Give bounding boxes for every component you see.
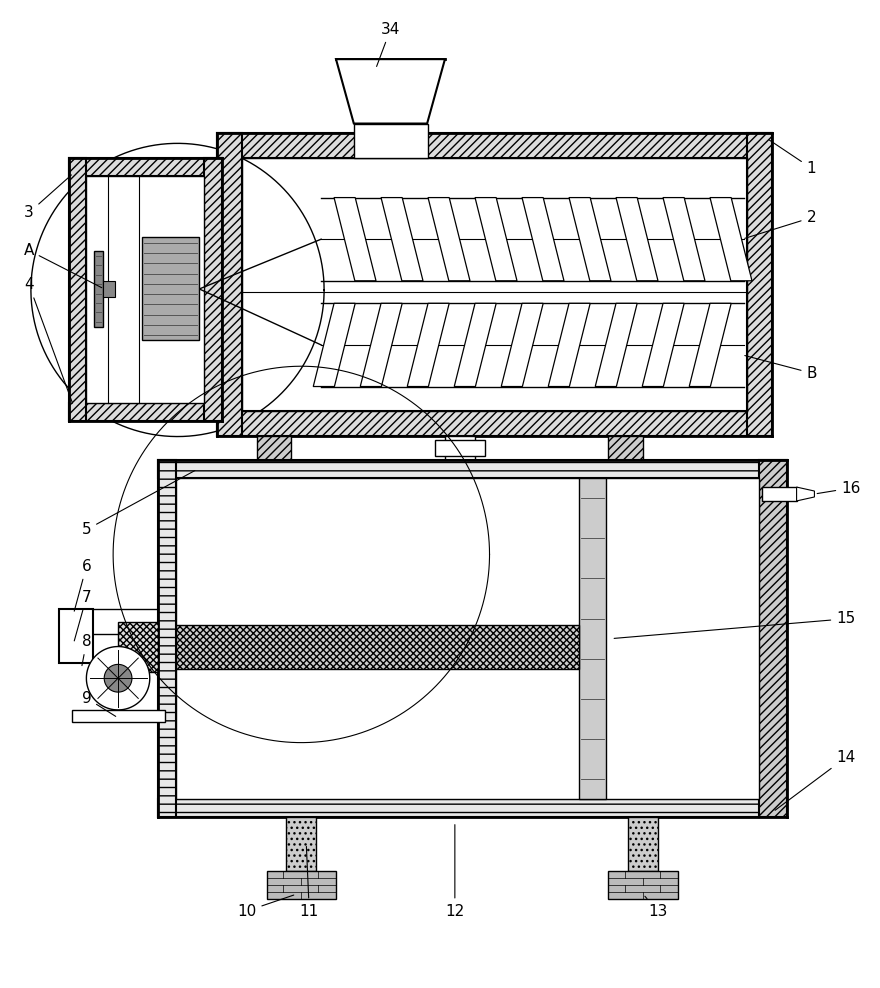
Text: 3: 3 [24, 175, 71, 220]
Polygon shape [663, 198, 705, 281]
Bar [175, 624, 579, 669]
Text: 8: 8 [82, 634, 92, 666]
Bar [69, 403, 222, 421]
Text: 7: 7 [74, 590, 92, 641]
Bar [267, 871, 336, 899]
Text: 1: 1 [769, 140, 816, 176]
Text: 9: 9 [82, 691, 116, 716]
Bar [747, 133, 772, 436]
Text: 14: 14 [775, 750, 855, 810]
Polygon shape [454, 303, 496, 386]
Polygon shape [313, 303, 356, 386]
Polygon shape [475, 198, 517, 281]
Bar [217, 133, 772, 158]
Bar [59, 609, 93, 663]
Text: 6: 6 [74, 559, 92, 612]
Text: 13: 13 [645, 896, 668, 919]
Bar [158, 799, 787, 817]
Bar [257, 436, 291, 460]
Text: 34: 34 [377, 22, 400, 66]
Bar [69, 158, 222, 176]
Bar [158, 460, 787, 478]
Polygon shape [381, 198, 423, 281]
Text: 16: 16 [818, 480, 861, 496]
Polygon shape [616, 198, 658, 281]
Bar [175, 478, 759, 799]
Bar [608, 871, 678, 899]
Text: 2: 2 [744, 210, 816, 238]
Text: 4: 4 [25, 278, 72, 403]
Polygon shape [796, 487, 814, 501]
Bar [628, 817, 658, 871]
Bar [204, 158, 222, 421]
Polygon shape [642, 303, 684, 386]
Text: 10: 10 [238, 895, 294, 919]
Bar [158, 460, 175, 817]
Bar [118, 621, 158, 672]
Text: 5: 5 [82, 470, 194, 537]
Polygon shape [336, 59, 445, 124]
Bar [579, 478, 606, 799]
Polygon shape [104, 664, 132, 693]
Polygon shape [569, 198, 611, 281]
Bar [762, 487, 796, 501]
Bar [445, 436, 474, 460]
Polygon shape [502, 303, 543, 386]
Polygon shape [522, 198, 564, 281]
Bar [71, 710, 165, 722]
Bar [354, 124, 428, 158]
Text: B: B [744, 356, 817, 380]
Polygon shape [689, 303, 731, 386]
Text: A: A [24, 243, 102, 288]
Polygon shape [710, 198, 752, 281]
Polygon shape [86, 646, 150, 710]
Bar [287, 817, 316, 871]
Bar [103, 281, 114, 296]
Bar [217, 411, 772, 436]
Polygon shape [360, 303, 402, 386]
Polygon shape [428, 198, 470, 281]
Polygon shape [548, 303, 590, 386]
Bar [86, 176, 204, 403]
Polygon shape [334, 198, 376, 281]
Polygon shape [407, 303, 449, 386]
Bar [435, 440, 485, 455]
Bar [217, 133, 242, 436]
Text: 11: 11 [299, 847, 319, 919]
Bar [759, 460, 787, 817]
Bar [94, 251, 103, 327]
Bar [143, 237, 199, 341]
Text: 12: 12 [445, 825, 465, 919]
Bar [69, 158, 86, 421]
Polygon shape [595, 303, 637, 386]
Bar [608, 436, 643, 460]
Text: 15: 15 [614, 612, 855, 638]
